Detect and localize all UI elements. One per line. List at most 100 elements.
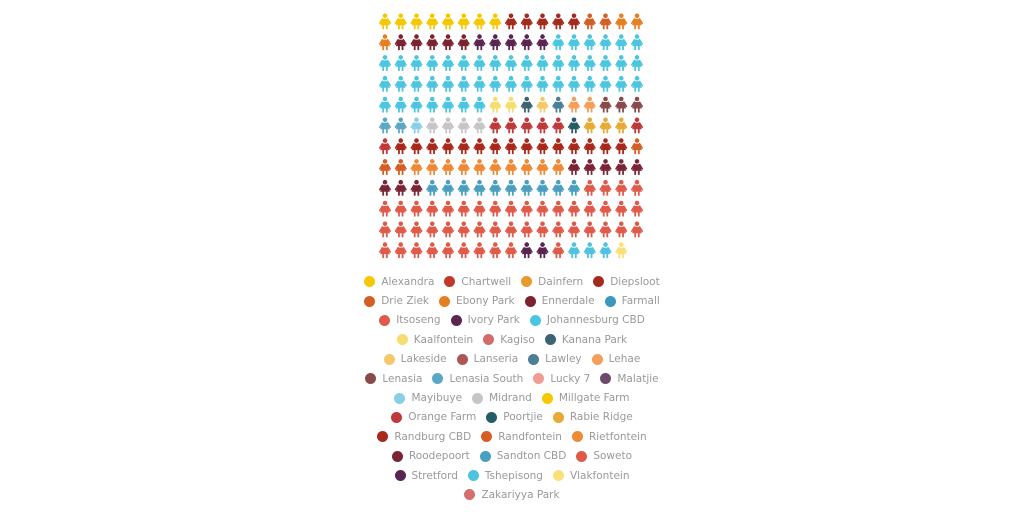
legend-swatch	[486, 411, 498, 423]
person-icon	[505, 138, 517, 155]
legend-item[interactable]: Itsoseng	[379, 314, 441, 327]
legend-item[interactable]: Roodepoort	[391, 450, 470, 463]
person-icon	[379, 13, 391, 30]
person-icon	[615, 55, 628, 71]
legend-item[interactable]: Ivory Park	[450, 314, 520, 326]
legend-row: Orange Farm Poortjie Rabie Ridge	[362, 408, 662, 427]
legend-item[interactable]: Lucky 7	[533, 373, 590, 385]
legend-item[interactable]: Tshepisong	[467, 470, 543, 482]
legend-item[interactable]: Zakariyya Park	[464, 489, 560, 501]
legend-item[interactable]: Lakeside	[383, 353, 447, 365]
person-icon	[505, 200, 517, 217]
person-icon	[457, 75, 470, 92]
legend-item[interactable]: Randfontein	[481, 431, 562, 443]
legend-row: Drie Ziek Ebony Park Ennerdale Farmall	[362, 291, 662, 310]
person-icon	[615, 200, 628, 217]
legend-item[interactable]: Mayibuye	[394, 392, 462, 404]
legend-swatch	[456, 353, 468, 365]
person-icon	[426, 34, 439, 51]
legend-item[interactable]: Ebony Park	[439, 295, 515, 307]
person-icon	[568, 96, 580, 113]
person-icon	[457, 179, 470, 196]
person-icon	[583, 96, 596, 113]
legend-item[interactable]: Soweto	[576, 450, 632, 462]
legend-item[interactable]: Randburg CBD	[377, 431, 471, 443]
person-icon	[568, 117, 580, 134]
person-icon	[410, 13, 423, 30]
person-icon	[473, 13, 486, 30]
legend-item[interactable]: Rietfontein	[571, 431, 647, 443]
legend-label: Stretford	[411, 469, 458, 482]
legend-item[interactable]: Lenasia South	[432, 373, 523, 385]
person-icon	[599, 13, 612, 30]
legend-item[interactable]: Rabie Ridge	[552, 411, 633, 424]
person-icon	[631, 200, 643, 217]
legend-swatch	[576, 450, 588, 462]
person-icon	[426, 179, 439, 196]
legend-item[interactable]: Alexandra	[364, 276, 434, 288]
person-icon	[568, 55, 580, 71]
legend-swatch	[383, 353, 395, 365]
legend-item[interactable]: Millgate Farm	[541, 392, 630, 404]
legend-swatch	[377, 431, 389, 443]
legend-label: Rabie Ridge	[569, 411, 633, 424]
person-icon	[520, 242, 533, 259]
legend-item[interactable]: Diepsloot	[593, 276, 660, 288]
person-icon	[489, 13, 502, 30]
person-icon	[426, 55, 439, 71]
legend-swatch	[533, 373, 545, 385]
pictogram-chart	[379, 13, 643, 259]
legend-item[interactable]: Malatjie	[600, 373, 659, 385]
legend-swatch	[467, 470, 479, 482]
legend-swatch	[604, 295, 616, 307]
legend-item[interactable]: Midrand	[472, 392, 532, 404]
legend-item[interactable]: Sandton CBD	[479, 450, 566, 462]
legend-label: Kaalfontein	[413, 333, 474, 346]
person-icon	[473, 117, 486, 134]
person-icon	[379, 221, 391, 238]
legend-row: Randburg CBD Randfontein Rietfontein	[362, 427, 662, 446]
person-icon	[568, 75, 580, 92]
person-icon	[457, 96, 470, 113]
person-icon	[631, 179, 643, 196]
person-icon	[615, 221, 628, 238]
legend-item[interactable]: Kaalfontein	[396, 333, 474, 346]
legend-item[interactable]: Orange Farm	[391, 411, 476, 423]
legend-item[interactable]: Johannesburg CBD	[529, 314, 645, 326]
person-icon	[568, 138, 580, 155]
legend-item[interactable]: Vlakfontein	[552, 470, 629, 482]
legend-label: Kanana Park	[561, 333, 628, 346]
person-icon	[394, 117, 407, 134]
legend-label: Roodepoort	[408, 450, 470, 463]
legend-item[interactable]: Stretford	[394, 469, 458, 482]
person-icon	[505, 75, 517, 92]
legend-item[interactable]: Ennerdale	[524, 295, 595, 308]
person-icon	[410, 96, 423, 113]
legend-item[interactable]: Farmall	[604, 295, 660, 307]
legend-item[interactable]: Lenasia	[365, 373, 422, 385]
person-icon	[426, 138, 439, 155]
legend-swatch	[364, 295, 376, 307]
legend-label: Itsoseng	[396, 314, 441, 327]
legend-label: Ennerdale	[541, 295, 595, 308]
person-icon	[552, 138, 565, 155]
legend-swatch	[552, 411, 564, 423]
legend-item[interactable]: Lehae	[591, 353, 640, 365]
legend-item[interactable]: Drie Ziek	[364, 295, 429, 307]
person-icon	[426, 242, 439, 259]
legend-item[interactable]: Lanseria	[456, 353, 518, 365]
person-icon	[536, 13, 549, 30]
legend-row: Itsoseng Ivory Park Johannesburg CBD	[362, 311, 662, 330]
legend-item[interactable]: Kanana Park	[544, 333, 628, 346]
legend-item[interactable]: Poortjie	[486, 411, 543, 423]
legend-swatch	[552, 470, 564, 482]
legend-item[interactable]: Kagiso	[483, 334, 535, 346]
person-icon	[394, 159, 407, 175]
person-icon	[520, 117, 533, 134]
person-icon	[536, 138, 549, 155]
legend-item[interactable]: Lawley	[528, 353, 582, 365]
legend-item[interactable]: Dainfern	[521, 276, 583, 288]
legend-item[interactable]: Chartwell	[444, 276, 511, 288]
person-icon	[473, 34, 486, 51]
person-icon	[379, 138, 391, 155]
